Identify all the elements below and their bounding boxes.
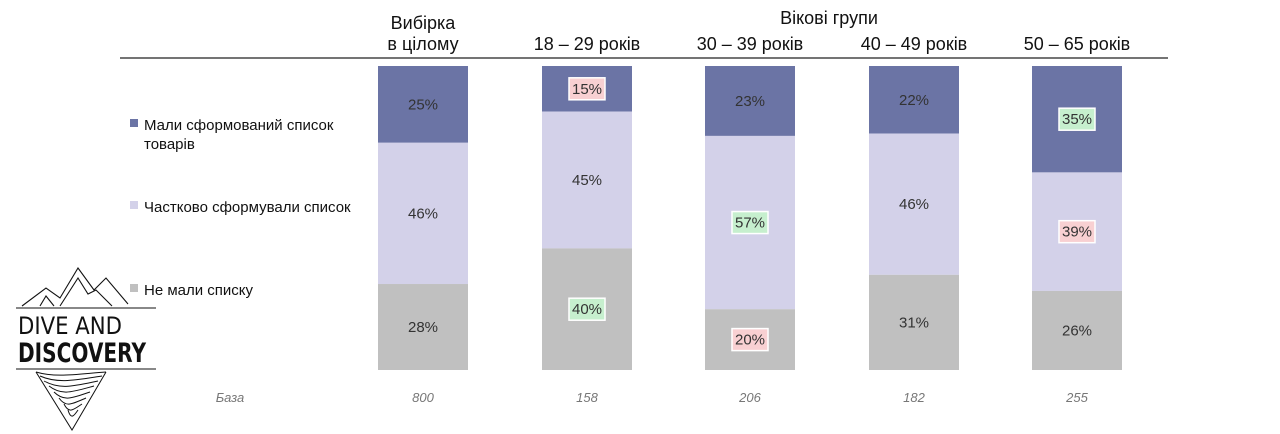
base-value-2: 158 [576, 390, 598, 405]
bar-segment-s3-c5 [1032, 290, 1122, 370]
category-label-2: 18 – 29 років [534, 34, 641, 54]
legend-label-1: Мали сформований список товарів [144, 117, 334, 153]
value-label-s3-c1: 28% [408, 319, 438, 336]
chart-title: Вікові групи [780, 8, 878, 28]
base-label: База [216, 390, 245, 405]
bar-segment-s2-c4 [869, 133, 959, 275]
legend-swatch-2 [130, 201, 138, 209]
bars-group: 25% 46% 28% 15% 45% 40% 23% 57% 20% 22% 46% 31% 35% 3… [378, 66, 1122, 370]
value-label-s3-c3: 20% [735, 332, 765, 349]
legend-label-3: Не мали списку [144, 282, 254, 299]
value-label-s3-c4: 31% [899, 314, 929, 331]
bar-segment-s1-c4 [869, 66, 959, 134]
bar-segment-s2-c2 [542, 111, 632, 249]
mountain-icon [21, 267, 129, 307]
iceberg-icon [35, 371, 107, 431]
legend-swatch-1 [130, 119, 138, 127]
value-label-s1-c3: 23% [735, 93, 765, 110]
category-label-3: 30 – 39 років [697, 34, 804, 54]
base-value-4: 182 [903, 390, 925, 405]
bar-segment-s3-c4 [869, 274, 959, 370]
value-label-s3-c5: 26% [1062, 322, 1092, 339]
value-label-s1-c2: 15% [572, 81, 602, 98]
base-value-5: 255 [1065, 390, 1088, 405]
value-label-s2-c3: 57% [735, 215, 765, 232]
bar-segment-s2-c1 [378, 142, 468, 285]
bar-segment-s1-c1 [378, 66, 468, 143]
dive-and-discovery-logo: DIVE AND DISCOVERY [16, 267, 156, 431]
base-value-1: 800 [412, 390, 434, 405]
base-value-3: 206 [738, 390, 761, 405]
highlight-box-s3-c2 [568, 297, 606, 321]
bar-segment-s3-c1 [378, 284, 468, 370]
legend-swatch-3 [130, 284, 138, 292]
value-label-s2-c2: 45% [572, 172, 602, 189]
category-label-4: 40 – 49 років [861, 34, 968, 54]
category-label-1-line-1: Вибірка [391, 13, 457, 33]
logo-line-2: DISCOVERY [18, 338, 146, 369]
base-values: 800 158 206 182 255 [412, 390, 1088, 405]
legend-label-2: Частково сформували список [144, 199, 351, 216]
highlight-box-s2-c5 [1058, 219, 1096, 244]
category-label-5: 50 – 65 років [1024, 34, 1131, 54]
highlight-box-s1-c5 [1058, 107, 1096, 131]
value-label-s2-c4: 46% [899, 196, 929, 213]
highlight-box-s2-c3 [731, 210, 769, 235]
highlight-box-s3-c3 [731, 327, 769, 352]
legend: Мали сформований список товарів Частково с… [130, 117, 351, 299]
highlight-box-s1-c2 [568, 77, 606, 101]
category-label-1-line-2: в цілому [387, 34, 458, 54]
value-label-s3-c2: 40% [572, 301, 602, 318]
value-label-s1-c1: 25% [408, 96, 438, 113]
value-label-s1-c4: 22% [899, 92, 929, 109]
logo-line-1: DIVE AND [18, 312, 122, 340]
value-label-s1-c5: 35% [1062, 111, 1092, 128]
value-label-s2-c5: 39% [1062, 224, 1092, 241]
value-label-s2-c1: 46% [408, 205, 438, 222]
bar-segment-s1-c3 [705, 66, 795, 136]
